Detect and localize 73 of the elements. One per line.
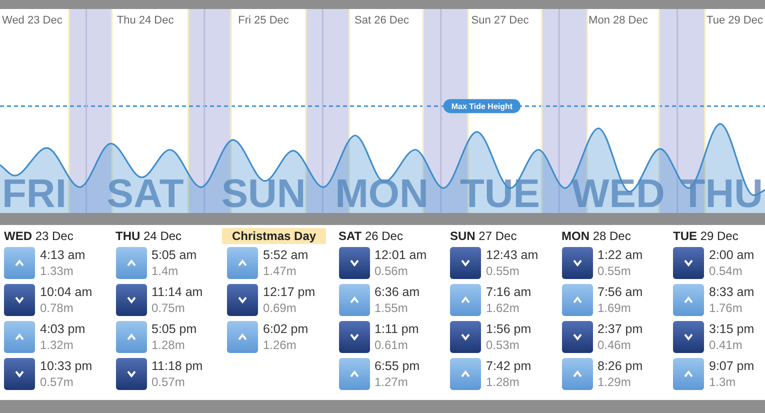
annotation: TUE: [460, 172, 540, 216]
text: 7:56 am: [598, 285, 643, 299]
text: 1:56 pm: [486, 322, 532, 336]
category-label: THU 24 Dec: [116, 228, 182, 244]
data-label: 0.55m: [598, 264, 631, 278]
text: 11:18 pm: [152, 359, 203, 373]
category-label: Christmas Day: [222, 228, 326, 244]
x-tick-label: Mon 28 Dec: [588, 14, 648, 27]
ref-line-label: Max Tide Height: [451, 102, 513, 111]
text: 12:01 am: [374, 248, 427, 262]
data-label: 1.28m: [486, 375, 520, 389]
category-label: WED 23 Dec: [4, 228, 74, 244]
data-label: 1.26m: [263, 338, 296, 352]
data-label: 0.78m: [40, 301, 74, 315]
text: 11:14 am: [152, 285, 203, 299]
data-label: 0.41m: [709, 338, 742, 352]
text: 4:13 am: [40, 248, 86, 262]
data-label: 1.28m: [152, 338, 185, 352]
text: 10:33 pm: [40, 359, 92, 373]
annotation: SAT: [106, 172, 184, 216]
data-label: 0.57m: [40, 375, 74, 389]
category-label: SUN 27 Dec: [450, 228, 517, 244]
text: 5:05 pm: [152, 322, 197, 336]
text: 12:43 am: [486, 248, 538, 262]
category-label: SAT 26 Dec: [338, 228, 403, 244]
data-label: 0.55m: [486, 264, 520, 278]
x-tick-label: Wed 23 Dec: [2, 14, 63, 27]
data-label: 1.69m: [598, 301, 631, 315]
text: 7:16 am: [486, 285, 532, 299]
x-tick-label: Thu 24 Dec: [116, 14, 174, 27]
text: 1:22 am: [598, 248, 643, 262]
data-label: 0.46m: [598, 338, 631, 352]
text: 4:03 pm: [40, 322, 86, 336]
text: 12:17 pm: [263, 285, 316, 299]
text: 10:04 am: [40, 285, 92, 299]
text: 8:26 pm: [598, 359, 643, 373]
data-label: 1.55m: [374, 301, 408, 315]
data-label: 1.62m: [486, 301, 520, 315]
annotation: SUN: [221, 172, 306, 216]
data-label: 0.61m: [374, 338, 408, 352]
x-tick-label: Sun 27 Dec: [471, 14, 530, 27]
text: 7:42 pm: [486, 359, 532, 373]
data-label: 0.69m: [263, 301, 296, 315]
text: 9:07 pm: [709, 359, 754, 373]
data-label: 1.32m: [40, 338, 74, 352]
category-label: MON 28 Dec: [562, 228, 631, 244]
x-tick-label: Sat 26 Dec: [354, 14, 410, 27]
category-label: TUE 29 Dec: [673, 228, 738, 244]
x-tick-label: Fri 25 Dec: [238, 14, 290, 27]
data-label: 1.3m: [709, 375, 736, 389]
data-label: 0.57m: [152, 375, 185, 389]
data-label: 0.54m: [709, 264, 742, 278]
text: 2:37 pm: [598, 322, 643, 336]
text: 6:36 am: [374, 285, 420, 299]
data-label: 1.33m: [40, 264, 74, 278]
text: 2:00 am: [709, 248, 754, 262]
data-label: 1.27m: [374, 375, 408, 389]
text: 1:11 pm: [374, 322, 419, 336]
data-label: 0.56m: [374, 264, 408, 278]
data-label: 1.29m: [598, 375, 631, 389]
text: 8:33 am: [709, 285, 754, 299]
data-label: 0.75m: [152, 301, 185, 315]
annotation: FRI: [2, 172, 66, 216]
data-label: 0.53m: [486, 338, 520, 352]
text: 5:52 am: [263, 248, 308, 262]
text: 3:15 pm: [709, 322, 754, 336]
data-label: 1.47m: [263, 264, 296, 278]
text: 5:05 am: [152, 248, 197, 262]
data-label: 1.76m: [709, 301, 742, 315]
x-tick-label: Tue 29 Dec: [706, 14, 764, 27]
text: 6:55 pm: [374, 359, 420, 373]
data-label: 1.4m: [152, 264, 178, 278]
text: 6:02 pm: [263, 322, 308, 336]
